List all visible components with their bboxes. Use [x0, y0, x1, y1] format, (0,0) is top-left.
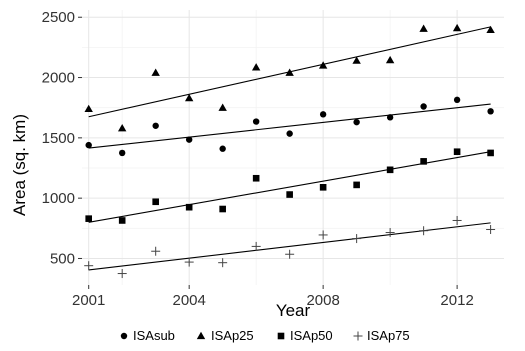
legend-marker-isasub — [120, 332, 128, 340]
point-isap75 — [452, 215, 462, 225]
y-axis-label: Area (sq. km) — [10, 114, 29, 216]
point-isasub — [453, 96, 461, 104]
point-isap50 — [286, 191, 293, 198]
point-isasub — [85, 141, 92, 149]
point-isap25 — [151, 68, 160, 76]
legend-marker-isap75 — [353, 331, 363, 341]
point-isap25 — [184, 93, 194, 102]
point-isap25 — [385, 55, 395, 64]
point-isasub — [252, 118, 260, 125]
point-isap50 — [152, 198, 159, 206]
point-isap75 — [486, 225, 496, 235]
legend: ISAsub ISAp25 ISAp50 ISAp75 — [120, 328, 410, 343]
point-isap50 — [420, 158, 427, 165]
point-isap75 — [385, 228, 395, 238]
legend-label-isap25: ISAp25 — [211, 328, 254, 343]
grid — [82, 10, 504, 285]
point-isap75 — [117, 269, 127, 279]
point-isap25 — [419, 24, 428, 32]
point-isasub — [420, 103, 427, 110]
point-isap25 — [117, 124, 127, 132]
y-tick-label: 1500 — [42, 130, 75, 147]
point-isap75 — [419, 226, 429, 236]
point-isap75 — [218, 258, 228, 268]
point-isasub — [386, 114, 394, 121]
point-isap50 — [252, 174, 260, 182]
x-axis-label: Year — [276, 301, 311, 320]
point-isap75 — [352, 234, 362, 244]
legend-label-isasub: ISAsub — [133, 328, 175, 343]
point-isap50 — [453, 148, 461, 156]
point-isap50 — [85, 215, 92, 222]
trend-line-isasub — [88, 103, 491, 149]
point-isasub — [353, 118, 360, 126]
point-isap75 — [318, 230, 328, 240]
trend-line-isap50 — [88, 151, 491, 223]
point-isap25 — [251, 63, 261, 71]
x-tick-label: 2008 — [306, 292, 339, 309]
x-tick-label: 2001 — [72, 292, 105, 309]
point-isasub — [118, 149, 126, 157]
point-isap25 — [318, 61, 328, 69]
y-tick-label: 2000 — [42, 70, 75, 87]
trend-line-isap75 — [88, 222, 491, 271]
point-isap50 — [353, 181, 360, 189]
point-isap25 — [218, 103, 227, 111]
legend-label-isap50: ISAp50 — [290, 328, 333, 343]
point-isap75 — [251, 241, 261, 251]
trend-lines — [88, 26, 491, 271]
point-isasub — [219, 145, 226, 152]
point-isap25 — [452, 23, 462, 32]
x-tick-label: 2012 — [440, 292, 473, 309]
point-isasub — [185, 136, 193, 143]
point-isasub — [286, 130, 293, 137]
point-isap50 — [487, 149, 494, 157]
point-isasub — [487, 108, 494, 115]
point-isap50 — [386, 166, 394, 174]
tick-labels: 2001 2004 2008 2012 500 1000 1500 2000 2500 — [42, 9, 474, 309]
y-tick-label: 500 — [50, 250, 75, 267]
point-isap25 — [84, 104, 93, 113]
point-isasub — [152, 122, 159, 129]
point-isap75 — [184, 257, 194, 267]
point-isap75 — [151, 246, 161, 256]
legend-label-isap75: ISAp75 — [367, 328, 410, 343]
point-isap75 — [84, 261, 94, 271]
point-isasub — [319, 111, 327, 118]
y-tick-label: 1000 — [42, 190, 75, 207]
legend-marker-isap50 — [277, 332, 285, 340]
point-isap50 — [118, 217, 126, 224]
point-isap50 — [319, 184, 327, 191]
point-isap75 — [285, 249, 295, 259]
point-isap50 — [219, 205, 226, 213]
data-points — [84, 23, 496, 279]
x-tick-label: 2004 — [172, 292, 205, 309]
y-tick-label: 2500 — [42, 9, 75, 26]
point-isap25 — [352, 56, 361, 64]
point-isap50 — [185, 203, 193, 211]
point-isap25 — [285, 68, 294, 76]
legend-marker-isap25 — [196, 331, 206, 340]
point-isap25 — [486, 25, 495, 34]
